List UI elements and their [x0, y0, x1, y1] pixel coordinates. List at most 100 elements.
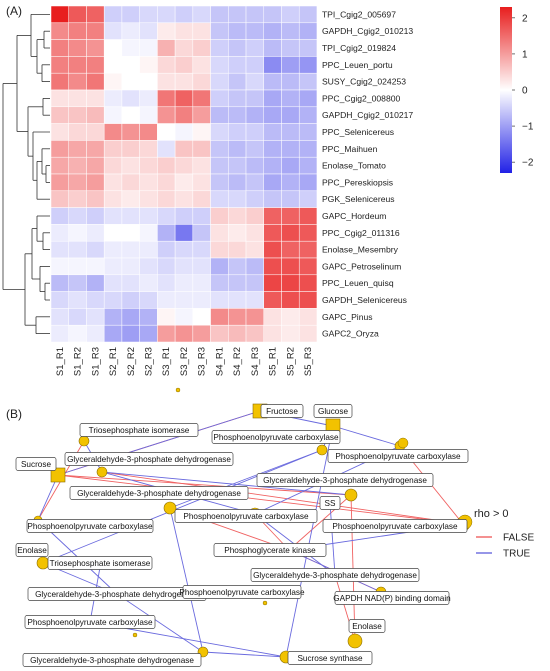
- node-label: Glyceraldehyde-3-phosphate dehydrogenase: [263, 476, 427, 485]
- row-label: GAPDH_Selenicereus: [322, 295, 407, 305]
- heatmap-cell: [174, 156, 194, 175]
- heatmap-cell: [121, 324, 140, 343]
- heatmap-cell: [263, 324, 282, 343]
- heatmap-cell: [157, 173, 176, 192]
- heatmap-cell: [103, 173, 123, 192]
- node-label-box: [174, 509, 318, 523]
- node-label-box: [24, 615, 156, 629]
- heatmap-cell: [245, 190, 265, 208]
- node-label-box: [64, 452, 234, 466]
- heatmap-cell: [68, 140, 87, 158]
- heatmap-cell: [281, 39, 300, 57]
- node-label: Phosphoenolpyruvate carboxylase: [332, 522, 458, 531]
- edge-true: [329, 502, 336, 576]
- heatmap-cell: [228, 207, 247, 225]
- heatmap-cell: [68, 156, 87, 175]
- heatmap-cell: [192, 5, 211, 24]
- heatmap-cell: [192, 291, 211, 309]
- heatmap-cell: [245, 56, 265, 74]
- heatmap-cell: [139, 274, 158, 292]
- heatmap-cell: [157, 5, 176, 24]
- legend-label: TRUE: [503, 549, 531, 560]
- network-node: [36, 556, 50, 570]
- node-label-box: [79, 423, 199, 437]
- column-label: S1_R3: [90, 347, 101, 376]
- heatmap-cell: [298, 123, 318, 141]
- heatmap-cell: [139, 140, 158, 158]
- node-label-box: [213, 543, 327, 557]
- edge-true: [202, 651, 287, 658]
- heatmap-cell: [245, 224, 265, 242]
- heatmap-cell: [192, 140, 211, 158]
- node-label-box: [319, 496, 341, 510]
- node-label: Phosphoenolpyruvate carboxylase: [183, 512, 309, 521]
- heatmap-cell: [50, 106, 69, 124]
- heatmap-cell: [228, 89, 247, 108]
- node-label: Enolase: [352, 622, 382, 631]
- heatmap-cell: [298, 257, 318, 276]
- heatmap-cell: [192, 274, 211, 292]
- node-label-box: [26, 519, 154, 533]
- row-label: PPC_Cgig2_008800: [322, 93, 401, 103]
- heatmap-cell: [103, 257, 123, 276]
- column-label: S2_R1: [108, 347, 119, 376]
- heatmap-cell: [263, 56, 282, 74]
- heatmap-cell: [228, 140, 247, 158]
- heatmap-cell: [298, 291, 318, 309]
- heatmap-cell: [157, 190, 176, 208]
- heatmap-cell: [245, 274, 265, 292]
- heatmap-cell: [121, 274, 140, 292]
- heatmap-cell: [103, 140, 123, 158]
- heatmap-cell: [228, 324, 247, 343]
- heatmap-cell: [86, 156, 105, 175]
- heatmap-cell: [281, 89, 300, 108]
- heatmap-cell: [86, 39, 105, 57]
- heatmap-cell: [139, 257, 158, 276]
- column-label: S4_R1: [214, 347, 225, 376]
- legend-label: FALSE: [503, 533, 534, 544]
- heatmap-cell: [50, 274, 69, 292]
- heatmap-cell: [245, 39, 265, 57]
- heatmap-cell: [174, 56, 194, 74]
- heatmap-cell: [174, 39, 194, 57]
- heatmap-cell: [228, 72, 247, 91]
- heatmap-cell: [281, 274, 300, 292]
- network-node: [163, 501, 177, 515]
- heatmap-cell: [298, 140, 318, 158]
- node-label-box: [47, 556, 153, 570]
- node-label: Triosephosphate isomerase: [50, 559, 151, 568]
- heatmap-cell: [174, 123, 194, 141]
- heatmap-cell: [174, 257, 194, 276]
- heatmap-cell: [210, 123, 229, 141]
- heatmap-cell: [157, 123, 176, 141]
- heatmap-cell: [121, 22, 140, 40]
- network-labels: Fructose Glucose Triosephosphate isomerase…: [15, 404, 469, 667]
- node-label: Phosphoenolpyruvate carboxylase: [27, 618, 153, 627]
- heatmap-cell: [298, 156, 318, 175]
- heatmap: [50, 5, 318, 343]
- column-label: S5_R1: [268, 347, 279, 376]
- heatmap-cell: [103, 123, 123, 141]
- heatmap-cell: [245, 89, 265, 108]
- heatmap-cell: [263, 140, 282, 158]
- heatmap-cell: [263, 22, 282, 40]
- heatmap-cell: [121, 173, 140, 192]
- heatmap-cell: [174, 72, 194, 91]
- heatmap-cell: [86, 308, 105, 326]
- heatmap-cell: [263, 72, 282, 91]
- network-node: [50, 467, 66, 483]
- heatmap-cell: [50, 72, 69, 91]
- edge-true: [332, 425, 401, 447]
- heatmap-cell: [139, 5, 158, 24]
- heatmap-cell: [192, 106, 211, 124]
- heatmap-cell: [86, 140, 105, 158]
- heatmap-cell: [157, 140, 176, 158]
- heatmap-cell: [298, 308, 318, 326]
- heatmap-cell: [86, 5, 105, 24]
- heatmap-cell: [174, 190, 194, 208]
- heatmap-cell: [139, 173, 158, 192]
- heatmap-cell: [50, 207, 69, 225]
- heatmap-cell: [263, 106, 282, 124]
- heatmap-cell: [245, 207, 265, 225]
- heatmap-cell: [121, 156, 140, 175]
